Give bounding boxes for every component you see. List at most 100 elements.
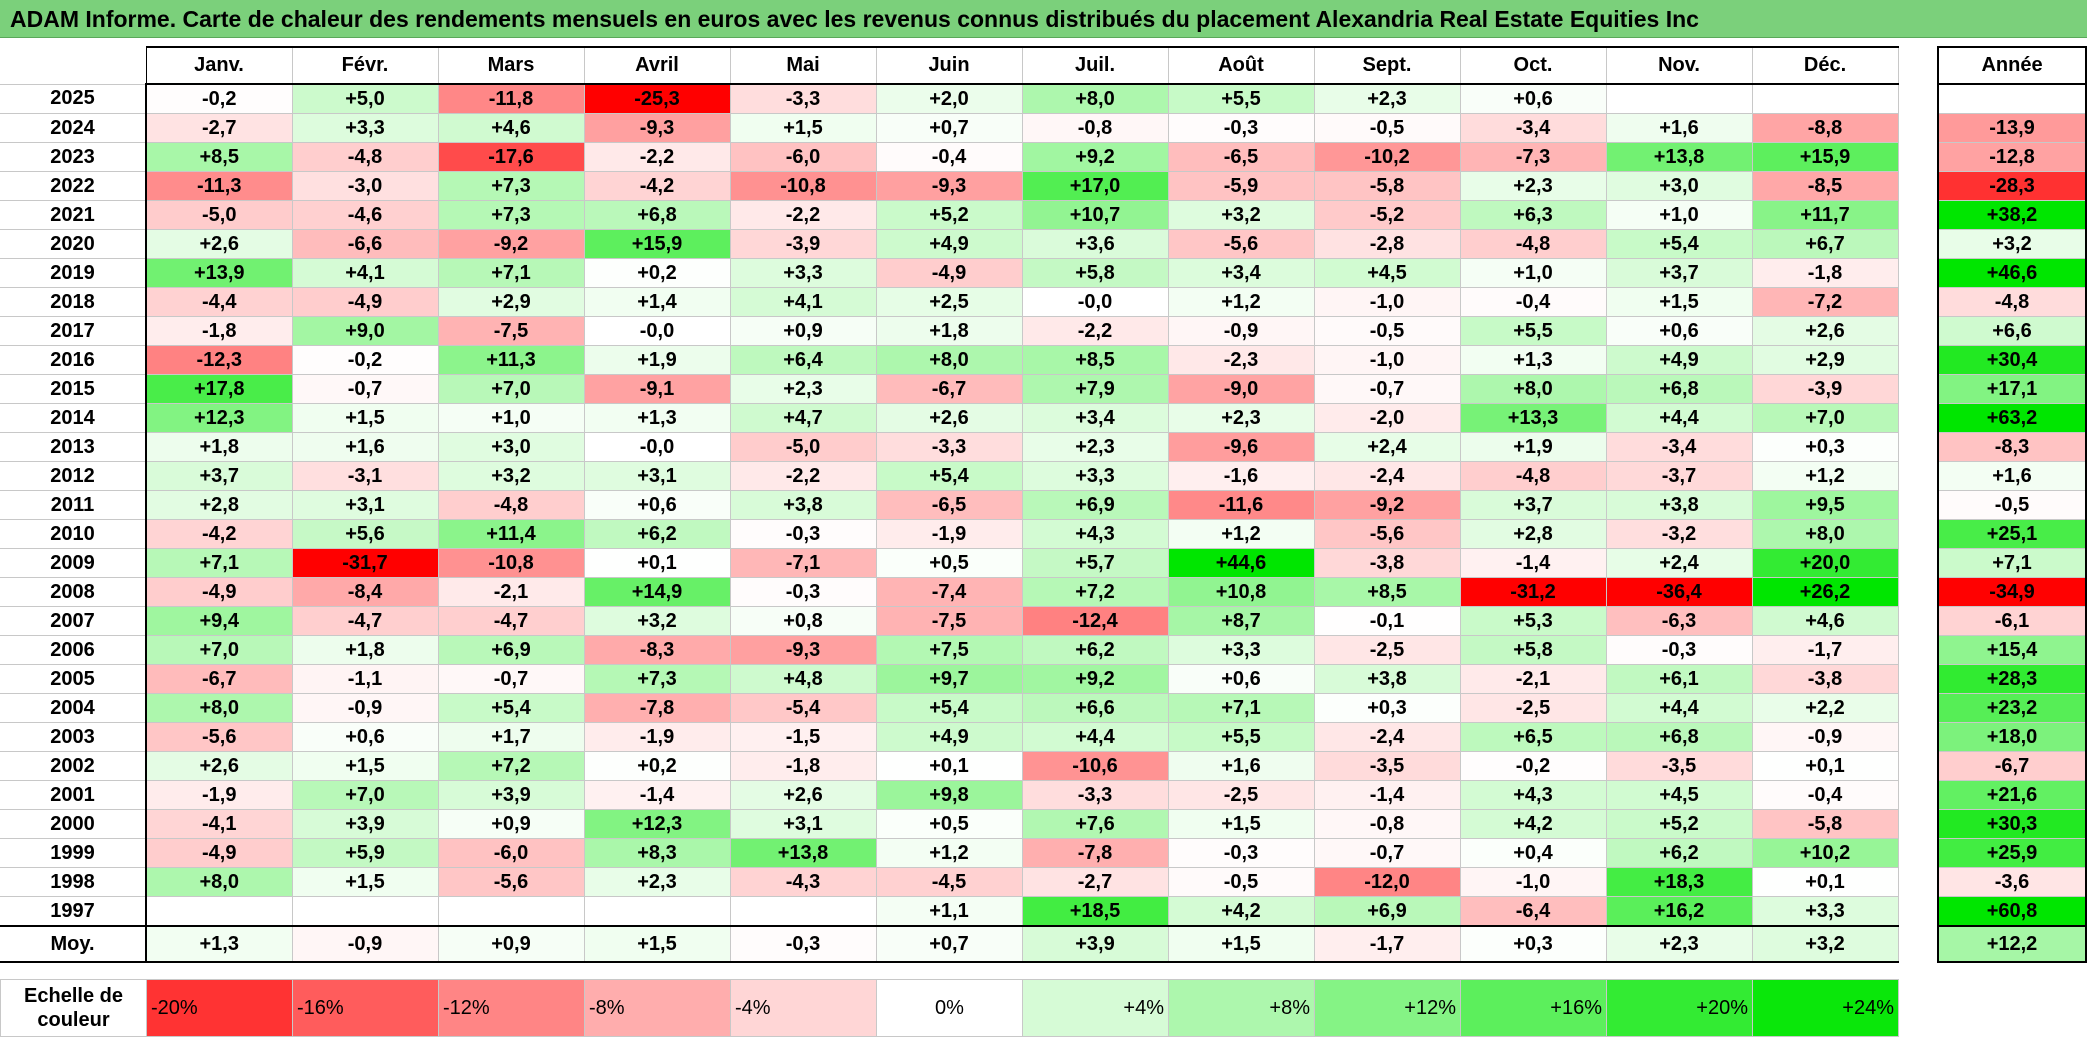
annual-cell: +46,6 (1937, 258, 2087, 288)
heatmap-cell: -10,2 (1313, 142, 1461, 172)
heatmap-cell: +2,4 (1313, 432, 1461, 462)
heatmap-cell: -2,0 (1313, 403, 1461, 433)
heatmap-cell: -1,0 (1313, 287, 1461, 317)
heatmap-cell: -3,3 (1021, 780, 1169, 810)
color-scale-swatch: +16% (1460, 979, 1607, 1037)
heatmap-cell: -0,9 (1167, 316, 1315, 346)
heatmap-cell: -17,6 (437, 142, 585, 172)
heatmap-cell: +2,3 (583, 867, 731, 897)
heatmap-cell: +0,6 (1605, 316, 1753, 346)
heatmap-cell: -1,5 (729, 722, 877, 752)
heatmap-cell: +17,0 (1021, 171, 1169, 201)
heatmap-cell: +7,1 (145, 548, 293, 578)
heatmap-cell: +4,6 (1751, 606, 1899, 636)
heatmap-cell: -0,7 (1313, 838, 1461, 868)
heatmap-cell: +8,5 (145, 142, 293, 172)
annual-cell: +60,8 (1937, 896, 2087, 927)
heatmap-cell: +11,7 (1751, 200, 1899, 230)
average-cell: -0,3 (729, 925, 877, 963)
heatmap-cell: -7,2 (1751, 287, 1899, 317)
month-header-1: Févr. (291, 46, 439, 85)
annual-cell: -4,8 (1937, 287, 2087, 317)
heatmap-cell: +1,8 (875, 316, 1023, 346)
heatmap-cell: -4,8 (437, 490, 585, 520)
average-cell: +0,9 (437, 925, 585, 963)
heatmap-cell: +0,6 (1459, 83, 1607, 114)
heatmap-cell: -2,5 (1459, 693, 1607, 723)
month-header-4: Mai (729, 46, 877, 85)
average-cell: +1,5 (1167, 925, 1315, 963)
heatmap-cell: -4,3 (729, 867, 877, 897)
heatmap-cell: +1,6 (1167, 751, 1315, 781)
color-scale: Echelle de couleur -20% -16% -12% -8% -4% 0% +4… (0, 979, 1899, 1037)
heatmap-cell: +0,5 (875, 809, 1023, 839)
heatmap-cell: -0,3 (1605, 635, 1753, 665)
average-cell: +0,3 (1459, 925, 1607, 963)
color-scale-swatch: -12% (438, 979, 585, 1037)
heatmap-cell: +2,3 (729, 374, 877, 404)
heatmap-cell: -3,4 (1605, 432, 1753, 462)
heatmap-cell: +5,5 (1167, 722, 1315, 752)
heatmap-cell: +1,5 (1167, 809, 1315, 839)
average-cell: -1,7 (1313, 925, 1461, 963)
heatmap-cell: +6,9 (437, 635, 585, 665)
heatmap-cell: +2,9 (437, 287, 585, 317)
month-header-row: Janv. Févr. Mars Avril Mai Juin Juil. Août Sept.… (0, 46, 1899, 85)
heatmap-cell: -0,9 (291, 693, 439, 723)
heatmap-cell: -9,0 (1167, 374, 1315, 404)
heatmap-cell: -7,5 (875, 606, 1023, 636)
heatmap-cell: +2,6 (1751, 316, 1899, 346)
heatmap-cell: +1,2 (875, 838, 1023, 868)
color-scale-swatch: -20% (146, 979, 293, 1037)
heatmap-cell: +8,0 (145, 867, 293, 897)
annual-cell: +30,4 (1937, 345, 2087, 375)
table-row: 1999 -4,9 +5,9 -6,0 +8,3 +13,8 +1,2 -7,8 -0,3 -0,… (0, 838, 1899, 868)
heatmap-cell: +2,2 (1751, 693, 1899, 723)
year-label: 2006 (0, 635, 147, 665)
heatmap-cell: +6,2 (1021, 635, 1169, 665)
heatmap-cell: +3,3 (1167, 635, 1315, 665)
year-label: 2020 (0, 229, 147, 259)
heatmap-cell: +5,4 (1605, 229, 1753, 259)
heatmap-cell: -5,2 (1313, 200, 1461, 230)
heatmap-cell: -3,2 (1605, 519, 1753, 549)
year-label: 2025 (0, 83, 147, 114)
heatmap-cell: +7,3 (437, 200, 585, 230)
heatmap-cell: +1,1 (875, 896, 1023, 927)
heatmap-cell: +7,2 (437, 751, 585, 781)
heatmap-cell: -12,0 (1313, 867, 1461, 897)
corner-cell (0, 47, 147, 84)
heatmap-cell: -5,9 (1167, 171, 1315, 201)
color-scale-swatch: +4% (1022, 979, 1169, 1037)
table-row: 2023 +8,5 -4,8 -17,6 -2,2 -6,0 -0,4 +9,2 -6,5 -10… (0, 142, 1899, 172)
annual-cell: -12,8 (1937, 142, 2087, 172)
heatmap-cell: +11,3 (437, 345, 585, 375)
heatmap-cell: +1,2 (1167, 287, 1315, 317)
heatmap-cell: +6,8 (1605, 374, 1753, 404)
heatmap-cell: +2,3 (1167, 403, 1315, 433)
color-scale-label: Echelle de couleur (0, 979, 147, 1037)
heatmap-cell: +7,1 (437, 258, 585, 288)
heatmap-cell: +3,0 (437, 432, 585, 462)
heatmap-cell: +6,7 (1751, 229, 1899, 259)
heatmap-cell: -0,4 (875, 142, 1023, 172)
heatmap-cell: -11,6 (1167, 490, 1315, 520)
heatmap-cell: +9,0 (291, 316, 439, 346)
month-header-3: Avril (583, 46, 731, 85)
heatmap-cell: +12,3 (145, 403, 293, 433)
color-scale-swatch: +12% (1314, 979, 1461, 1037)
heatmap-cell: +9,2 (1021, 664, 1169, 694)
heatmap-cell: +6,8 (583, 200, 731, 230)
heatmap-cell: -1,8 (1751, 258, 1899, 288)
heatmap-cell: -6,4 (1459, 896, 1607, 927)
heatmap-cell: -5,6 (1313, 519, 1461, 549)
heatmap-cell: +3,8 (1605, 490, 1753, 520)
annual-cell: +30,3 (1937, 809, 2087, 839)
heatmap-cell: +8,7 (1167, 606, 1315, 636)
heatmap-cell: -6,7 (875, 374, 1023, 404)
heatmap-cell: +5,4 (437, 693, 585, 723)
color-scale-swatch: +8% (1168, 979, 1315, 1037)
table-row: 2008 -4,9 -8,4 -2,1 +14,9 -0,3 -7,4 +7,2 +10,8 +8… (0, 577, 1899, 607)
annual-cell: +18,0 (1937, 722, 2087, 752)
heatmap-cell: -3,3 (875, 432, 1023, 462)
